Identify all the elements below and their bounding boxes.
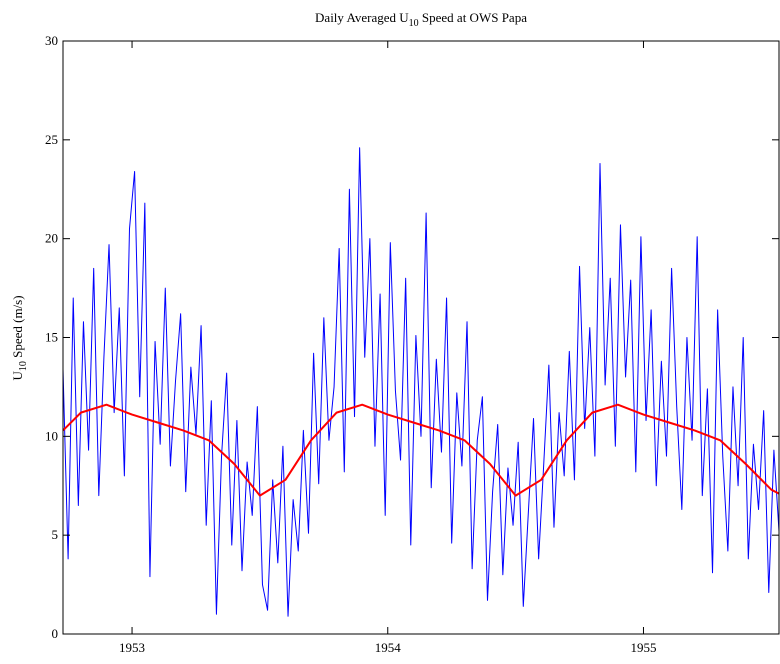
title-text: Daily Averaged U [315, 10, 409, 25]
plot-area [62, 147, 780, 617]
y-tick-label: 5 [52, 527, 59, 542]
x-tick-label: 1955 [630, 640, 656, 655]
y-tick-label: 0 [52, 626, 59, 641]
data-line [62, 403, 780, 497]
data-line [62, 147, 780, 617]
y-tick-label: 10 [45, 428, 58, 443]
y-label-text: U [10, 371, 25, 381]
y-tick-label: 20 [45, 231, 58, 246]
y-tick-label: 30 [45, 33, 58, 48]
chart-title: Daily Averaged U10 Speed at OWS Papa [315, 10, 527, 29]
y-label-subscript: 10 [18, 361, 29, 371]
y-tick-label: 15 [45, 330, 58, 345]
x-tick-label: 1954 [375, 640, 402, 655]
x-tick-label: 1953 [119, 640, 145, 655]
y-label-text: Speed (m/s) [10, 295, 25, 361]
y-axis-label: U10 Speed (m/s) [10, 295, 29, 380]
title-subscript: 10 [409, 18, 419, 29]
title-text: Speed at OWS Papa [419, 10, 528, 25]
y-tick-label: 25 [45, 132, 58, 147]
